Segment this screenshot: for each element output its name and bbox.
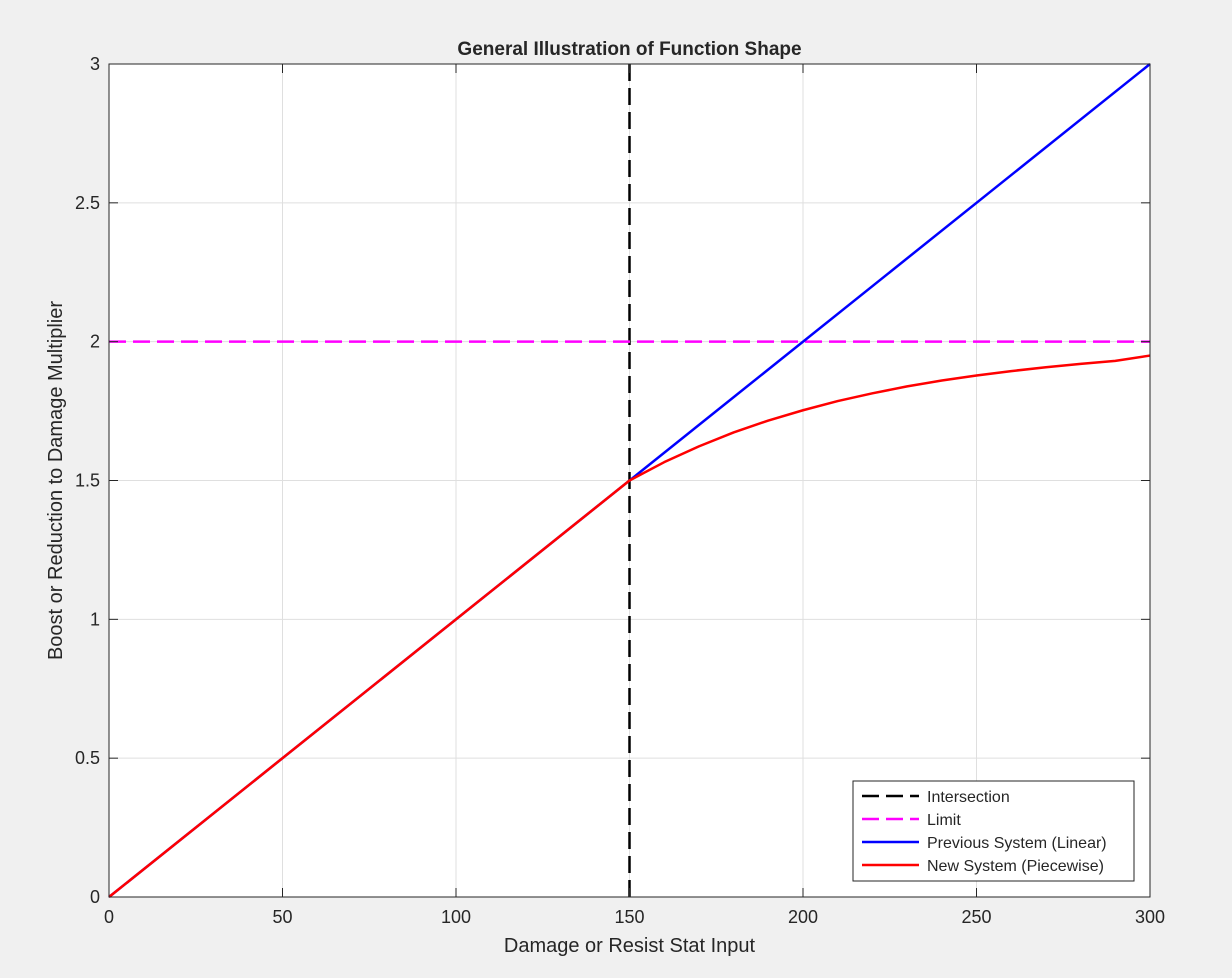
- x-tick-label: 0: [104, 907, 114, 927]
- legend: Intersection Limit Previous System (Linear…: [852, 780, 1135, 882]
- y-tick-label: 1: [90, 609, 100, 629]
- x-tick-label: 250: [961, 907, 991, 927]
- y-tick-label: 1.5: [75, 471, 100, 491]
- y-axis-label: Boost or Reduction to Damage Multiplier: [45, 301, 67, 660]
- y-tick-label: 0.5: [75, 748, 100, 768]
- x-tick-label: 200: [788, 907, 818, 927]
- legend-entry-intersection: Intersection: [927, 789, 1010, 806]
- legend-entry-limit: Limit: [927, 812, 961, 829]
- y-tick-label: 2.5: [75, 193, 100, 213]
- y-tick-label: 2: [90, 332, 100, 352]
- legend-entry-new-system-piecewise: New System (Piecewise): [927, 858, 1104, 875]
- y-tick-label: 3: [90, 54, 100, 74]
- x-axis-label: Damage or Resist Stat Input: [504, 935, 756, 957]
- x-tick-label: 300: [1135, 907, 1165, 927]
- x-tick-label: 50: [272, 907, 292, 927]
- ticks: 0 50 100 150 200 250 300 0 0.5 1 1.5 2 2.5 3: [75, 54, 1165, 927]
- series-line-new-system-piecewise: [108, 354, 1151, 898]
- x-tick-label: 100: [441, 907, 471, 927]
- y-tick-label: 0: [90, 887, 100, 907]
- x-tick-label: 150: [614, 907, 644, 927]
- legend-entry-previous-system-linear: Previous System (Linear): [927, 835, 1107, 852]
- series-layer: [108, 63, 1151, 898]
- chart-title: General Illustration of Function Shape: [457, 39, 801, 60]
